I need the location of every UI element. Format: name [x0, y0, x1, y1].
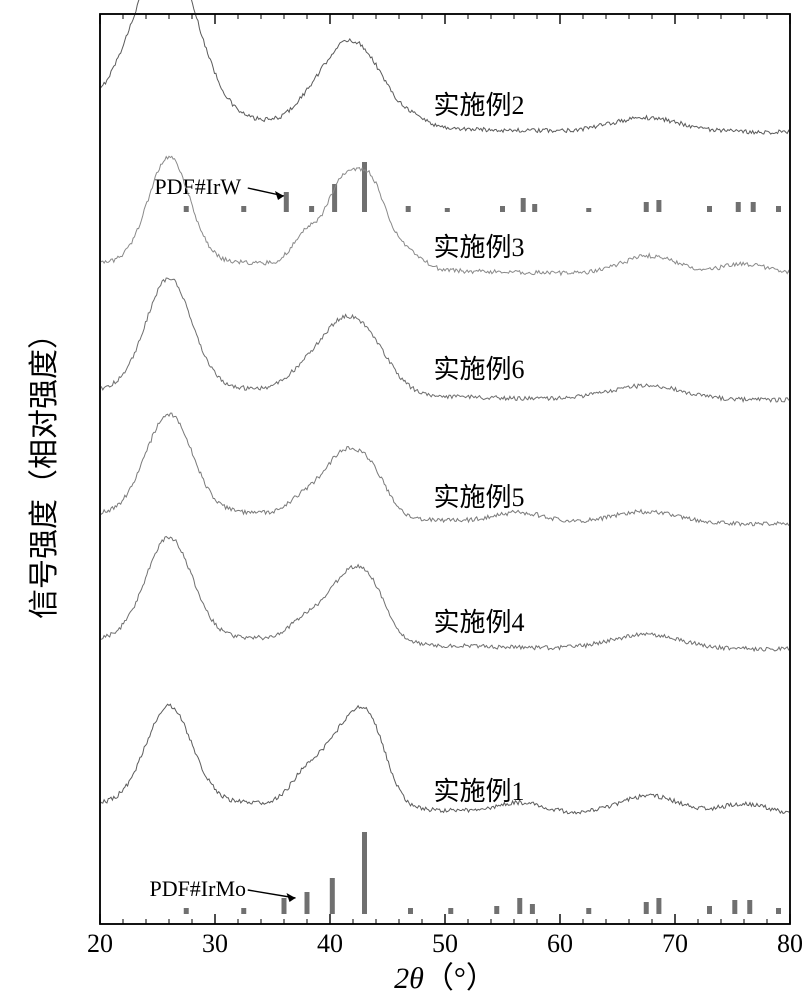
x-tick-label: 80 [777, 929, 803, 958]
series-label-ex1: 实施例1 [434, 777, 525, 806]
series-label-ex4: 实施例4 [434, 608, 525, 637]
series-label-ex2: 实施例2 [434, 91, 525, 120]
x-tick-label: 50 [432, 929, 458, 958]
pdf-label-IrW: PDF#IrW [154, 174, 241, 199]
x-axis-label: 2θ（°） [394, 962, 496, 995]
x-tick-label: 70 [662, 929, 688, 958]
y-axis-label: 信号强度（相对强度） [28, 319, 61, 619]
x-tick-label: 30 [202, 929, 228, 958]
xrd-chart: 20 30 40 50 60 70 80 2θ（°） 信号强度（相对强度） PDF#IrW PDF#… [0, 0, 806, 1000]
series-label-ex5: 实施例5 [434, 483, 525, 512]
series-label-ex6: 实施例6 [434, 355, 525, 384]
series-label-ex3: 实施例3 [434, 233, 525, 262]
x-tick-label: 40 [317, 929, 343, 958]
x-tick-label: 60 [547, 929, 573, 958]
x-tick-label: 20 [87, 929, 113, 958]
pdf-label-IrMo: PDF#IrMo [149, 876, 246, 901]
